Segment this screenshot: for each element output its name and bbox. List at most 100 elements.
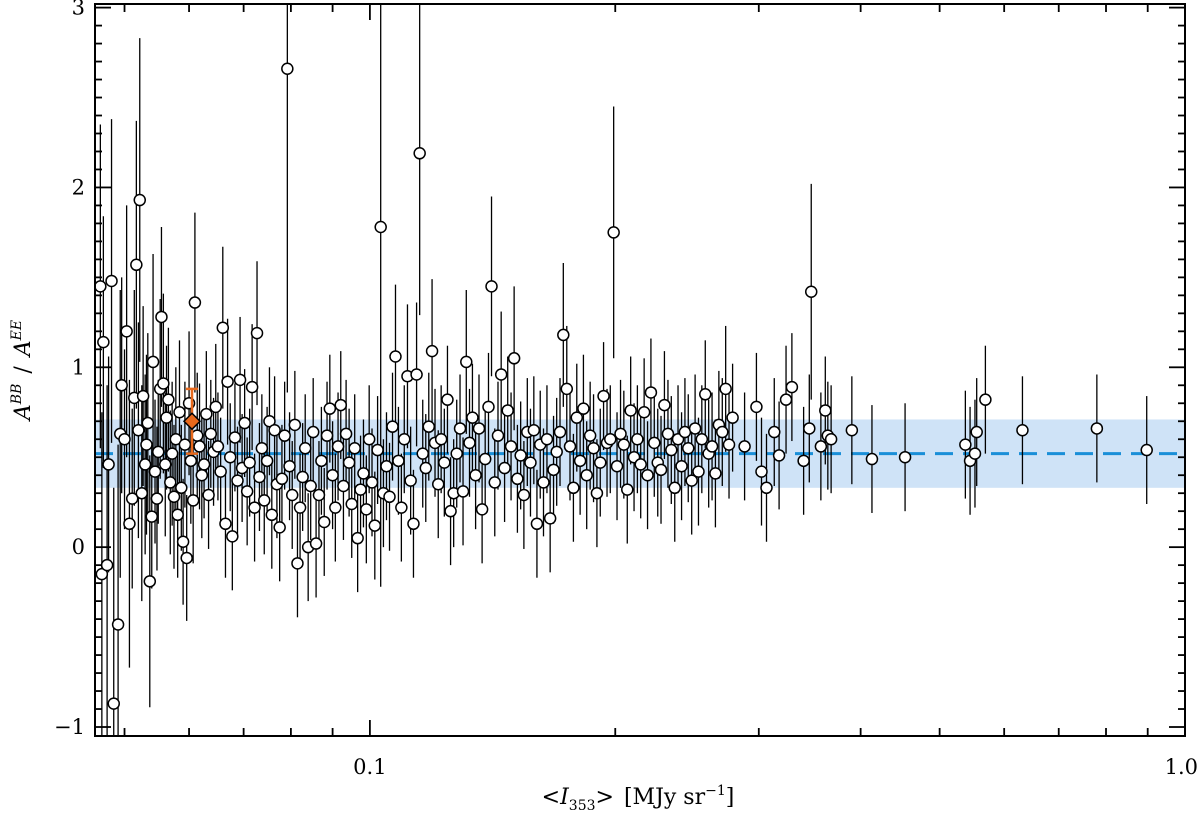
data-point: [488, 476, 502, 489]
data-point: [171, 508, 184, 522]
data-point: [644, 386, 658, 399]
plot-frame: [94, 3, 1186, 737]
data-point: [583, 429, 597, 442]
data-point: [570, 411, 584, 424]
y-axis-title-sup2: EE: [9, 320, 25, 341]
data-point: [248, 501, 261, 514]
data-point: [567, 481, 580, 495]
data-point: [404, 474, 417, 487]
data-point: [123, 517, 136, 531]
data-point: [610, 459, 624, 473]
data-point: [97, 335, 110, 349]
data-point: [95, 567, 109, 581]
data-point: [275, 472, 289, 486]
data-point: [514, 449, 527, 462]
y-tick-label: 2: [72, 175, 85, 199]
data-point: [959, 438, 972, 451]
data-point: [291, 557, 304, 570]
data-point: [219, 517, 232, 531]
data-point: [283, 459, 296, 473]
data-point: [772, 449, 786, 462]
data-point: [475, 503, 489, 516]
data-point: [738, 440, 751, 453]
data-point: [498, 461, 511, 475]
data-point: [392, 454, 405, 468]
data-point: [968, 447, 982, 460]
data-point: [180, 551, 193, 565]
data-point: [140, 438, 153, 451]
data-point: [594, 456, 607, 469]
data-point: [438, 456, 451, 469]
x-tick-label: 0.1: [353, 755, 386, 779]
data-point: [135, 486, 149, 500]
data-point: [342, 456, 356, 469]
data-point: [159, 458, 172, 471]
data-point: [214, 465, 227, 478]
data-point: [1016, 424, 1029, 437]
data-point: [491, 429, 505, 442]
highlight-layer: [182, 387, 202, 455]
axis-layer: −1 0 1 2 3 0.1 1.0: [54, 0, 1198, 779]
data-point: [386, 420, 399, 433]
data-point: [685, 474, 698, 487]
data-point: [441, 393, 454, 406]
data-point: [557, 328, 570, 342]
data-point: [228, 431, 242, 444]
data-point: [362, 432, 376, 446]
data-point: [845, 424, 859, 437]
data-point: [195, 468, 209, 482]
data-point: [202, 488, 215, 502]
data-point: [658, 398, 671, 412]
data-point: [334, 398, 348, 412]
data-point: [472, 422, 486, 435]
data-point: [637, 406, 651, 419]
data-point: [176, 535, 190, 549]
data-point: [530, 517, 544, 531]
data-point: [204, 427, 218, 441]
data-point: [803, 422, 816, 435]
data-point: [169, 432, 183, 446]
data-point: [226, 530, 239, 543]
data-point: [337, 479, 350, 493]
data-point: [407, 517, 420, 531]
y-axis-title-sup1: BB: [9, 384, 25, 406]
data-point: [395, 501, 408, 514]
data-point: [323, 402, 337, 415]
data-point: [553, 425, 567, 439]
data-point: [478, 452, 492, 466]
data-point: [722, 438, 736, 451]
data-point: [374, 220, 387, 234]
data-point: [162, 393, 175, 406]
data-point: [678, 425, 692, 439]
data-point: [597, 389, 610, 403]
data-point: [716, 425, 729, 439]
data-point: [573, 454, 587, 468]
data-point: [819, 404, 832, 417]
data-point: [804, 285, 818, 299]
data-point: [175, 481, 188, 495]
data-point: [898, 450, 912, 464]
data-point: [173, 406, 186, 419]
data-point: [692, 465, 705, 478]
data-point: [705, 440, 719, 453]
data-point: [136, 389, 150, 403]
data-point: [260, 454, 274, 468]
data-point: [389, 350, 402, 363]
data-point: [425, 344, 439, 358]
data-point: [824, 432, 838, 446]
data-point: [233, 373, 247, 387]
x-axis-title-close: >: [596, 785, 614, 810]
data-point: [814, 440, 828, 453]
data-point: [265, 508, 279, 522]
data-point: [563, 440, 577, 453]
data-point: [111, 618, 125, 631]
data-point: [617, 438, 631, 451]
x-axis-title-unit-exp: −1: [705, 783, 726, 799]
data-point: [115, 379, 128, 392]
data-point: [365, 476, 379, 489]
data-point: [494, 368, 508, 381]
data-point: [463, 436, 476, 450]
data-point: [719, 382, 732, 396]
data-point: [312, 488, 326, 502]
data-point: [760, 481, 773, 495]
